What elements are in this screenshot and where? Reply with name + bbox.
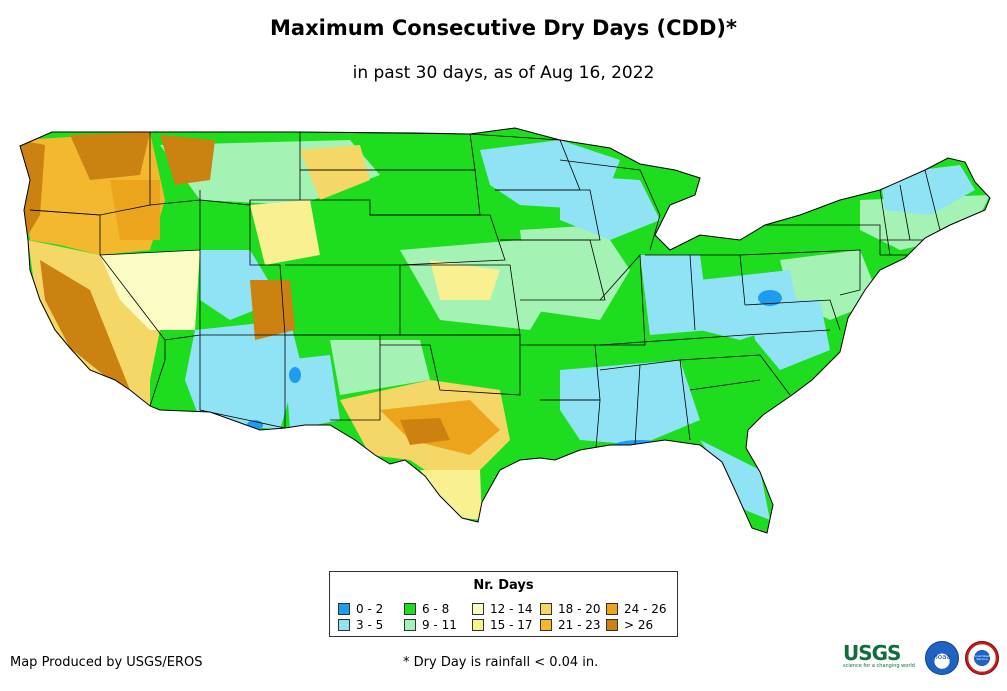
legend-label: 18 - 20 bbox=[558, 602, 601, 616]
map-subtitle: in past 30 days, as of Aug 16, 2022 bbox=[352, 63, 655, 83]
legend-swatch bbox=[472, 619, 484, 631]
legend-item: 21 - 23 bbox=[540, 618, 601, 632]
legend-item: 6 - 8 bbox=[404, 602, 449, 616]
legend-label: 9 - 11 bbox=[422, 618, 457, 632]
legend-swatch bbox=[540, 603, 552, 615]
legend-item: 24 - 26 bbox=[606, 602, 667, 616]
nws-logo-text: National Weather Service bbox=[968, 654, 996, 661]
usgs-tagline: science for a changing world bbox=[843, 663, 915, 669]
noaa-logo: noaa bbox=[925, 641, 959, 675]
legend-swatch bbox=[338, 603, 350, 615]
legend-label: 24 - 26 bbox=[624, 602, 667, 616]
legend-item: 3 - 5 bbox=[338, 618, 383, 632]
credit-text: Map Produced by USGS/EROS bbox=[10, 655, 203, 670]
legend-swatch bbox=[404, 603, 416, 615]
legend-swatch bbox=[404, 619, 416, 631]
legend-label: 0 - 2 bbox=[356, 602, 384, 616]
legend-label: 12 - 14 bbox=[490, 602, 533, 616]
legend-label: 3 - 5 bbox=[356, 618, 384, 632]
legend-swatch bbox=[606, 619, 618, 631]
legend-label: 15 - 17 bbox=[490, 618, 533, 632]
map-title: Maximum Consecutive Dry Days (CDD)* bbox=[270, 16, 737, 40]
legend-label: > 26 bbox=[624, 618, 654, 632]
legend-item: 18 - 20 bbox=[540, 602, 601, 616]
footnote-text: * Dry Day is rainfall < 0.04 in. bbox=[403, 655, 599, 670]
legend-swatch bbox=[338, 619, 350, 631]
usgs-logo-text: USGS bbox=[843, 641, 901, 665]
legend-item: 9 - 11 bbox=[404, 618, 457, 632]
nws-logo: National Weather Service bbox=[965, 641, 999, 675]
legend-item: 12 - 14 bbox=[472, 602, 533, 616]
legend-item: > 26 bbox=[606, 618, 653, 632]
legend-swatch bbox=[606, 603, 618, 615]
cdd-map bbox=[19, 127, 991, 534]
legend-item: 0 - 2 bbox=[338, 602, 383, 616]
legend-swatch bbox=[472, 603, 484, 615]
noaa-logo-text: noaa bbox=[933, 653, 951, 661]
legend-title: Nr. Days bbox=[473, 578, 534, 593]
legend: Nr. Days 0 - 2 3 - 5 6 - 8 9 - 11 12 - 1… bbox=[329, 571, 678, 637]
legend-swatch bbox=[540, 619, 552, 631]
legend-label: 6 - 8 bbox=[422, 602, 450, 616]
legend-item: 15 - 17 bbox=[472, 618, 533, 632]
legend-label: 21 - 23 bbox=[558, 618, 601, 632]
usgs-logo: USGS science for a changing world bbox=[843, 641, 915, 669]
